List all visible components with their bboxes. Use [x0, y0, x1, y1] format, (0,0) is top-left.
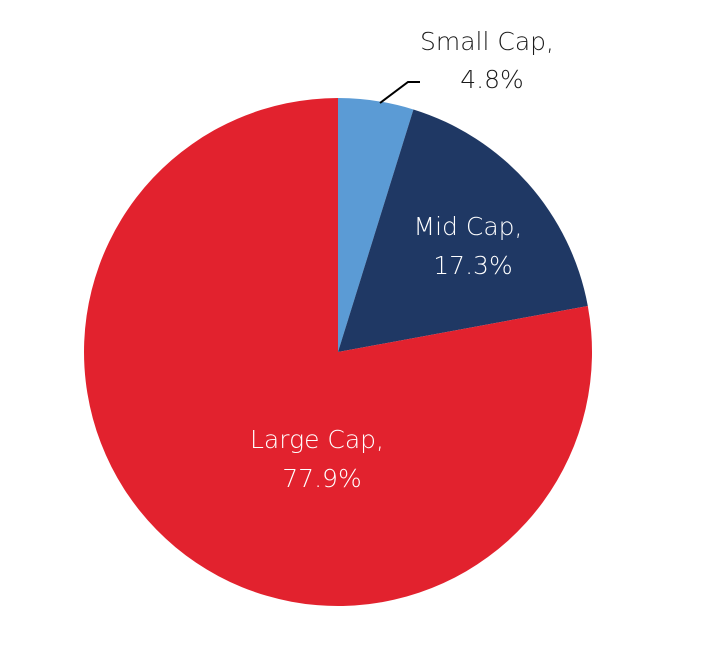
- slice-label-small-cap-name: Small Cap,: [420, 27, 554, 56]
- pie-slice-mid-cap: [338, 109, 588, 353]
- labels-layer: Small Cap, 4.8% Mid Cap, 17.3% Large Cap…: [250, 27, 554, 493]
- slice-label-large-cap-name: Large Cap,: [250, 425, 384, 454]
- slice-label-large-cap-value: 77.9%: [282, 464, 361, 493]
- slice-label-mid-cap-name: Mid Cap,: [414, 212, 523, 241]
- pie-slice-large-cap: [84, 98, 593, 607]
- slice-label-mid-cap-value: 17.3%: [433, 251, 512, 280]
- slices-layer: [84, 98, 593, 607]
- small-cap-leader-line: [379, 81, 420, 104]
- leader-layer: [379, 81, 420, 104]
- slice-label-small-cap-value: 4.8%: [460, 65, 524, 94]
- pie-slice-small-cap: [338, 98, 414, 352]
